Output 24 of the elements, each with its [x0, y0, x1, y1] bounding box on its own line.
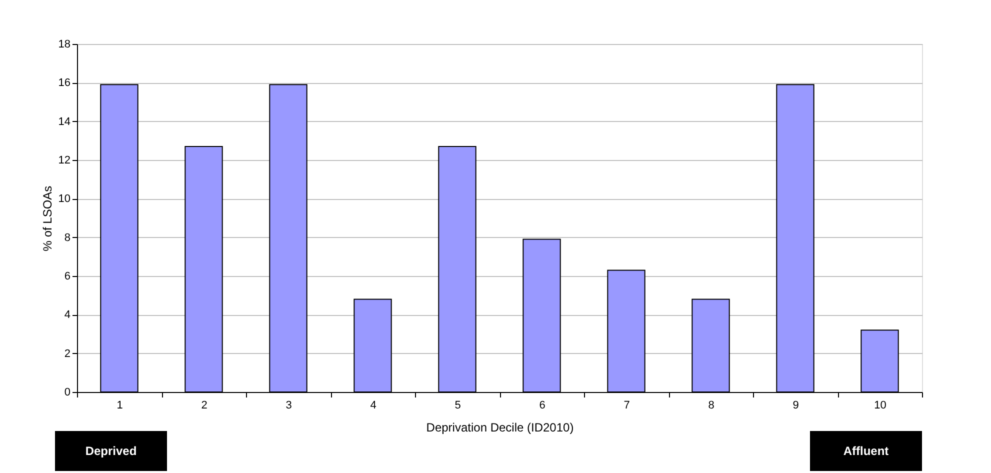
y-tick-label: 12	[58, 154, 70, 166]
y-axis-title: % of LSOAs	[40, 186, 54, 252]
y-tick-label: 0	[64, 386, 70, 398]
text: Deprived	[85, 444, 137, 458]
x-tick-label: 5	[454, 400, 461, 412]
x-tick-label: 7	[624, 400, 630, 412]
x-tick-label: 6	[539, 400, 546, 412]
y-tick-label: 14	[58, 116, 70, 128]
y-tick-label: 16	[58, 77, 70, 90]
y-tick-label: 6	[64, 270, 70, 282]
x-tick-label: 8	[708, 400, 714, 412]
x-tick-label: 2	[201, 400, 208, 412]
y-tick-label: 4	[64, 309, 70, 322]
x-tick-label: 9	[792, 400, 799, 412]
x-tick-label: 1	[116, 400, 123, 412]
x-tick-label: 4	[370, 400, 376, 412]
y-tick-label: 10	[58, 193, 70, 206]
y-tick-label: 18	[58, 38, 70, 50]
x-tick-label: 10	[874, 400, 886, 412]
x-tick-label: 3	[286, 400, 292, 412]
x-axis-title: Deprivation Decile (ID2010)	[426, 420, 574, 434]
y-tick-label: 2	[64, 348, 70, 360]
y-tick-label: 8	[64, 232, 70, 244]
text: Affluent	[843, 444, 889, 458]
